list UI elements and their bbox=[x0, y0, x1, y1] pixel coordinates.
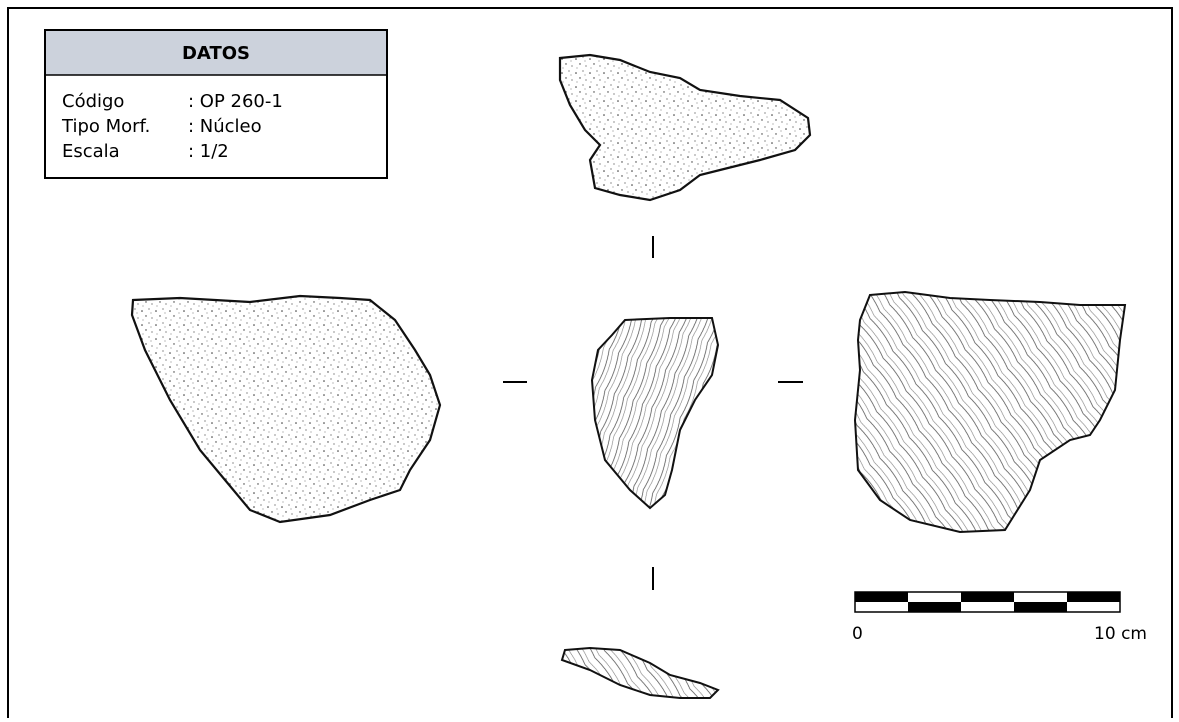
scale-start-label: 0 bbox=[852, 624, 863, 644]
row-label: Código bbox=[62, 91, 124, 112]
row-value: : Núcleo bbox=[188, 116, 262, 137]
top-view bbox=[560, 55, 810, 200]
scale-segment bbox=[908, 602, 961, 612]
front-view bbox=[592, 318, 718, 508]
illustration-sheet: DATOS Código : OP 260-1 Tipo Morf. : Núc… bbox=[0, 0, 1179, 718]
bottom-view bbox=[562, 648, 718, 698]
left-view bbox=[132, 296, 440, 522]
scale-segment bbox=[855, 592, 908, 602]
page: DATOS Código : OP 260-1 Tipo Morf. : Núc… bbox=[0, 0, 1179, 718]
row-value: : OP 260-1 bbox=[188, 91, 283, 112]
data-box: DATOS Código : OP 260-1 Tipo Morf. : Núc… bbox=[45, 30, 387, 178]
row-value: : 1/2 bbox=[188, 141, 229, 162]
right-view bbox=[855, 292, 1125, 532]
scale-segment bbox=[961, 592, 1014, 602]
scale-segment bbox=[1067, 592, 1120, 602]
row-label: Escala bbox=[62, 141, 120, 162]
scale-segment bbox=[1014, 602, 1067, 612]
data-box-title: DATOS bbox=[182, 43, 250, 64]
scale-bar: 0 10 cm bbox=[852, 592, 1147, 644]
row-label: Tipo Morf. bbox=[61, 116, 150, 137]
scale-end-label: 10 cm bbox=[1094, 624, 1147, 644]
